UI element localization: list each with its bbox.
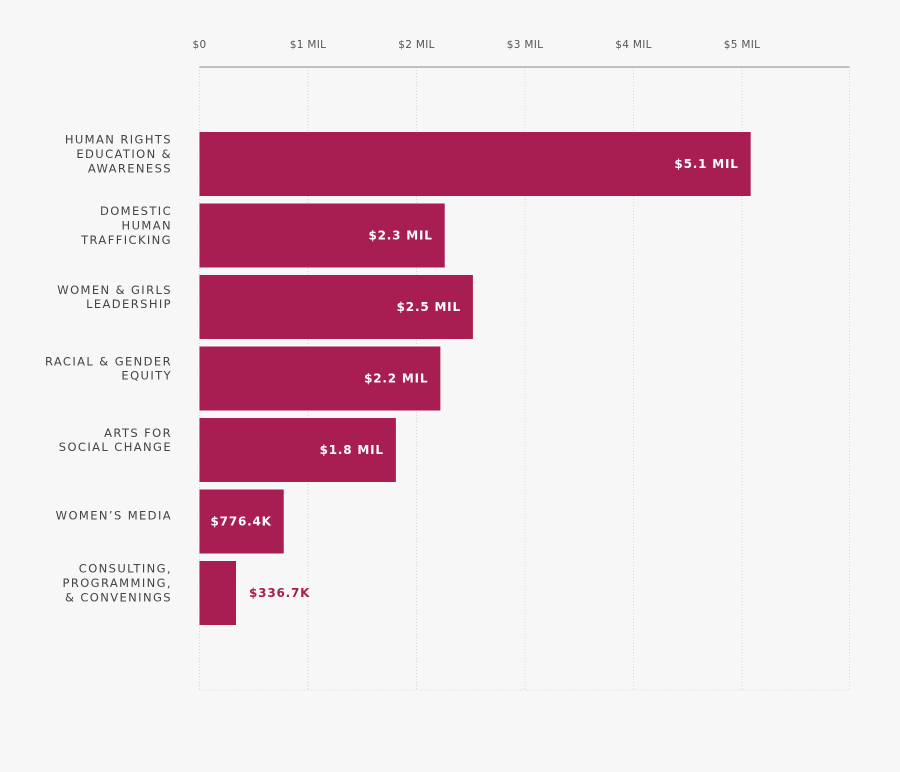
category-label-0-line-0: HUMAN RIGHTS bbox=[65, 133, 172, 147]
bar-5 bbox=[199, 489, 284, 554]
x-tick-label-1: $1 MIL bbox=[290, 39, 327, 51]
category-label-2: WOMEN & GIRLS LEADERSHIP bbox=[57, 283, 172, 311]
bar-3 bbox=[199, 346, 441, 411]
bar-4 bbox=[199, 418, 396, 482]
category-label-6-line-2: & CONVENINGS bbox=[65, 590, 172, 604]
category-label-6: CONSULTING, PROGRAMMING, & CONVENINGS bbox=[63, 562, 173, 605]
x-tick-label-2: $2 MIL bbox=[398, 39, 435, 51]
category-label-0-line-1: EDUCATION & bbox=[76, 147, 172, 161]
data-label-0: $5.1 MIL bbox=[674, 157, 738, 171]
data-label-1: $2.3 MIL bbox=[368, 229, 432, 243]
data-label-6: $336.7K bbox=[249, 586, 310, 600]
category-label-3-line-1: EQUITY bbox=[121, 369, 172, 383]
category-label-1-line-0: DOMESTIC bbox=[100, 204, 172, 218]
category-label-3: RACIAL & GENDER EQUITY bbox=[45, 354, 172, 382]
bar-2 bbox=[199, 275, 473, 339]
category-label-2-line-1: LEADERSHIP bbox=[86, 297, 172, 311]
category-label-1-line-1: HUMAN bbox=[122, 219, 172, 233]
x-tick-label-5: $5 MIL bbox=[724, 39, 761, 51]
category-label-4-line-1: SOCIAL CHANGE bbox=[59, 440, 172, 454]
category-label-4-line-0: ARTS FOR bbox=[104, 426, 172, 440]
bars bbox=[199, 132, 751, 625]
category-label-0: HUMAN RIGHTS EDUCATION & AWARENESS bbox=[65, 133, 172, 176]
x-tick-label-0: $0 bbox=[193, 39, 207, 51]
x-axis-ticks: $0 $1 MIL $2 MIL $3 MIL $4 MIL $5 MIL bbox=[193, 39, 850, 68]
category-label-3-line-0: RACIAL & GENDER bbox=[45, 354, 172, 368]
category-label-2-line-0: WOMEN & GIRLS bbox=[57, 283, 172, 297]
x-tick-label-3: $3 MIL bbox=[507, 39, 544, 51]
category-label-0-line-2: AWARENESS bbox=[88, 161, 172, 175]
data-labels: $5.1 MIL $2.3 MIL $2.5 MIL $2.2 MIL $1.8 MIL… bbox=[211, 157, 738, 600]
category-label-1-line-2: TRAFFICKING bbox=[80, 233, 172, 247]
data-label-2: $2.5 MIL bbox=[397, 300, 461, 314]
category-label-6-line-0: CONSULTING, bbox=[79, 562, 172, 576]
category-label-5-line-0: WOMEN’S MEDIA bbox=[56, 509, 172, 523]
data-label-4: $1.8 MIL bbox=[320, 443, 384, 457]
x-tick-label-4: $4 MIL bbox=[615, 39, 652, 51]
bar-1 bbox=[199, 203, 445, 268]
category-label-6-line-1: PROGRAMMING, bbox=[63, 576, 173, 590]
bar-0 bbox=[199, 132, 751, 196]
data-label-3: $2.2 MIL bbox=[364, 372, 428, 386]
data-label-5: $776.4K bbox=[211, 515, 272, 529]
category-label-1: DOMESTIC HUMAN TRAFFICKING bbox=[80, 204, 172, 247]
category-label-4: ARTS FOR SOCIAL CHANGE bbox=[59, 426, 172, 454]
category-labels: HUMAN RIGHTS EDUCATION & AWARENESS DOMESTIC… bbox=[45, 133, 173, 605]
bar-6 bbox=[199, 561, 237, 625]
category-label-5: WOMEN’S MEDIA bbox=[56, 509, 172, 523]
